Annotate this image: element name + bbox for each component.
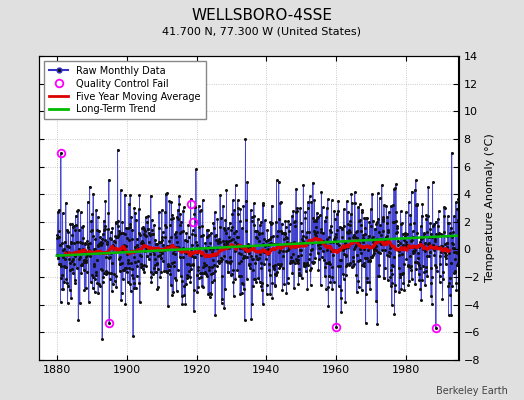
Legend: Raw Monthly Data, Quality Control Fail, Five Year Moving Average, Long-Term Tren: Raw Monthly Data, Quality Control Fail, … — [44, 61, 205, 119]
Text: 41.700 N, 77.300 W (United States): 41.700 N, 77.300 W (United States) — [162, 26, 362, 36]
Text: Berkeley Earth: Berkeley Earth — [436, 386, 508, 396]
Text: WELLSBORO-4SSE: WELLSBORO-4SSE — [191, 8, 333, 23]
Y-axis label: Temperature Anomaly (°C): Temperature Anomaly (°C) — [485, 134, 495, 282]
